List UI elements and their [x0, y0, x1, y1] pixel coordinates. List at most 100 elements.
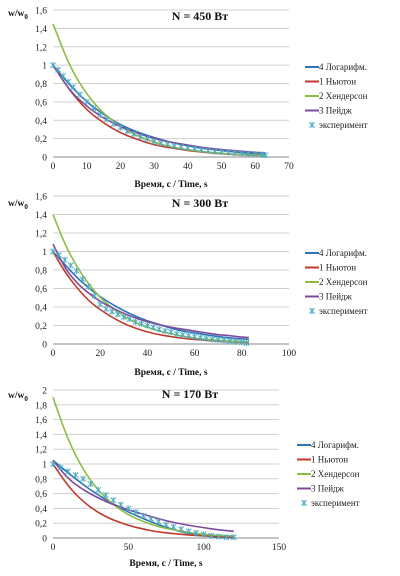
y-tick-label: 1,2	[35, 43, 47, 53]
x-tick-label: 50	[124, 543, 134, 553]
x-tick-label: 150	[272, 543, 287, 553]
x-tick-label: 70	[284, 162, 294, 172]
legend-entry: эксперимент	[309, 120, 368, 130]
legend-label: 3 Пейдж	[319, 106, 353, 116]
series-0	[52, 250, 249, 341]
legend-label: эксперимент	[319, 306, 368, 316]
legend-entry: 3 Пейдж	[305, 292, 353, 302]
y-tick-label: 0,4	[35, 505, 47, 515]
y-tick-label: 0,6	[35, 490, 47, 500]
legend-label: 3 Пейдж	[311, 484, 345, 494]
y-tick-label: 1,6	[35, 416, 47, 426]
x-tick-label: 40	[143, 349, 153, 359]
y-tick-label: 0,8	[35, 267, 47, 277]
series-1	[52, 463, 234, 538]
series-line	[52, 243, 249, 339]
y-tick-label: 0,8	[35, 475, 47, 485]
y-tick-label: 0	[42, 154, 47, 164]
series-line	[52, 463, 234, 538]
y-tick-label: 1,4	[35, 25, 47, 35]
x-tick-label: 20	[95, 349, 105, 359]
y-tick-label: 1	[42, 62, 47, 72]
legend-entry: 4 Логарифм.	[305, 248, 367, 258]
x-axis-label: Время, с / Time, s	[129, 559, 202, 569]
series-4	[50, 460, 237, 541]
chart-title: N = 170 Вт	[162, 387, 219, 401]
legend-label: 1 Ньютон	[319, 77, 356, 87]
legend-entry: 4 Логарифм.	[305, 62, 367, 72]
legend-entry: 2 Хендерсон	[305, 91, 368, 101]
legend-entry: 1 Ньютон	[305, 263, 356, 273]
x-axis-label: Время, с / Time, s	[134, 368, 207, 378]
x-tick-label: 10	[82, 162, 92, 172]
series-4	[50, 248, 250, 347]
y-tick-label: 1,4	[35, 431, 47, 441]
legend-entry: эксперимент	[309, 306, 368, 316]
legend-entry: 1 Ньютон	[305, 77, 356, 87]
y-tick-label: 1,6	[35, 7, 47, 17]
legend-label: 1 Ньютон	[319, 263, 356, 273]
legend-entry: 3 Пейдж	[305, 106, 353, 116]
y-tick-label: 1	[42, 461, 47, 471]
y-tick-label: 0,2	[35, 520, 47, 530]
series-3	[52, 243, 249, 339]
y-tick-label: 0,2	[35, 322, 47, 332]
legend-label: 2 Хендерсон	[311, 469, 360, 479]
x-axis-label: Время, с / Time, s	[134, 180, 207, 190]
series-2	[52, 23, 266, 157]
legend-entry: 2 Хендерсон	[297, 469, 360, 479]
y-tick-label: 0,4	[35, 117, 47, 127]
series-2	[52, 214, 249, 343]
x-tick-label: 20	[116, 162, 126, 172]
x-tick-label: 0	[51, 162, 56, 172]
x-tick-label: 80	[237, 349, 247, 359]
legend-label: 4 Логарифм.	[319, 62, 367, 72]
y-tick-label: 0,6	[35, 285, 47, 295]
legend-label: 4 Логарифм.	[311, 440, 359, 450]
y-tick-label: 0,8	[35, 80, 47, 90]
y-tick-label: 0,4	[35, 304, 47, 314]
series-3	[52, 64, 266, 154]
x-tick-label: 60	[251, 162, 261, 172]
x-tick-label: 0	[51, 349, 56, 359]
legend-label: 1 Ньютон	[311, 455, 348, 465]
y-tick-label: 1,6	[35, 193, 47, 203]
series-line	[52, 250, 249, 341]
y-axis-label: w/w0	[8, 199, 28, 211]
legend-label: 3 Пейдж	[319, 292, 353, 302]
y-tick-label: 1,2	[35, 230, 47, 240]
x-tick-label: 0	[51, 543, 56, 553]
y-tick-label: 0,6	[35, 98, 47, 108]
series-line	[52, 64, 266, 154]
chart-title: N = 300 Вт	[172, 196, 229, 210]
series-line	[52, 214, 249, 343]
x-tick-label: 100	[282, 349, 297, 359]
legend-entry: эксперимент	[301, 498, 360, 508]
legend-label: эксперимент	[319, 120, 368, 130]
series-line	[52, 23, 266, 157]
series-3	[52, 459, 234, 533]
legend-label: 2 Хендерсон	[319, 277, 368, 287]
legend-label: эксперимент	[311, 498, 360, 508]
y-tick-label: 1,4	[35, 211, 47, 221]
y-axis-label: w/w0	[8, 9, 28, 21]
y-tick-label: 2	[42, 387, 47, 397]
chart-panel-300w: N = 300 Вт Время, с / Time, s w/w0 0 0,2 0…	[8, 193, 368, 379]
legend-label: 4 Логарифм.	[319, 248, 367, 258]
series-4	[50, 62, 269, 159]
y-tick-label: 0,2	[35, 135, 47, 145]
x-tick-label: 100	[197, 543, 212, 553]
x-tick-label: 60	[190, 349, 200, 359]
chart-panel-170w: N = 170 Вт Время, с / Time, s w/w0 0 0,2 0…	[8, 387, 360, 570]
legend-entry: 3 Пейдж	[297, 484, 345, 494]
y-tick-label: 0	[42, 535, 47, 545]
y-tick-label: 1,2	[35, 446, 47, 456]
x-tick-label: 30	[149, 162, 159, 172]
legend-label: 2 Хендерсон	[319, 91, 368, 101]
x-tick-label: 40	[183, 162, 193, 172]
x-tick-label: 50	[217, 162, 227, 172]
chart-title: N = 450 Вт	[172, 9, 229, 23]
y-axis-label: w/w0	[8, 391, 28, 403]
y-tick-label: 0	[42, 341, 47, 351]
chart-panel-450w: N = 450 Вт Время, с / Time, s w/w0 0 0,2 0…	[8, 7, 368, 191]
